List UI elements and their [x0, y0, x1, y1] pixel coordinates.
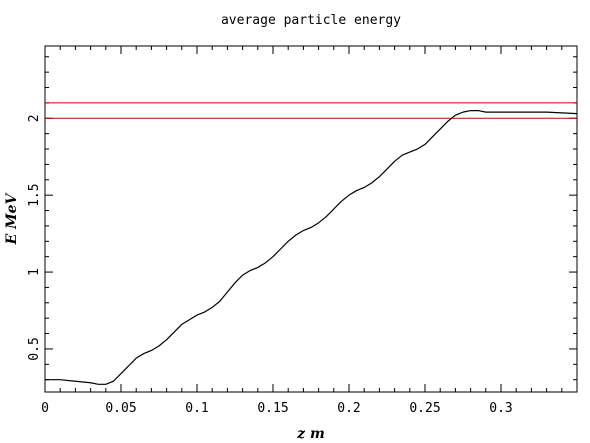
plot-frame	[45, 46, 577, 392]
y-tick-label: 1	[27, 268, 42, 276]
x-tick-label: 0.2	[337, 401, 360, 416]
x-tick-label: 0.1	[185, 401, 208, 416]
chart-title: average particle energy	[221, 13, 401, 28]
y-tick-label: 0.5	[27, 337, 42, 360]
x-tick-label: 0.15	[257, 401, 288, 416]
x-tick-label: 0.25	[409, 401, 440, 416]
x-axis-label: z m	[296, 426, 325, 442]
y-axis-label: E MeV	[4, 191, 20, 245]
plot-area: 0 0.05 0.1 0.15 0.2 0.25 0.3 0.5 1 1.5 2	[27, 46, 577, 416]
x-tick-label: 0	[41, 401, 49, 416]
x-tick-label: 0.3	[489, 401, 512, 416]
x-tick-label: 0.05	[105, 401, 136, 416]
y-tick-label: 1.5	[27, 183, 42, 206]
series-line	[45, 111, 577, 385]
y-tick-label: 2	[27, 114, 42, 122]
